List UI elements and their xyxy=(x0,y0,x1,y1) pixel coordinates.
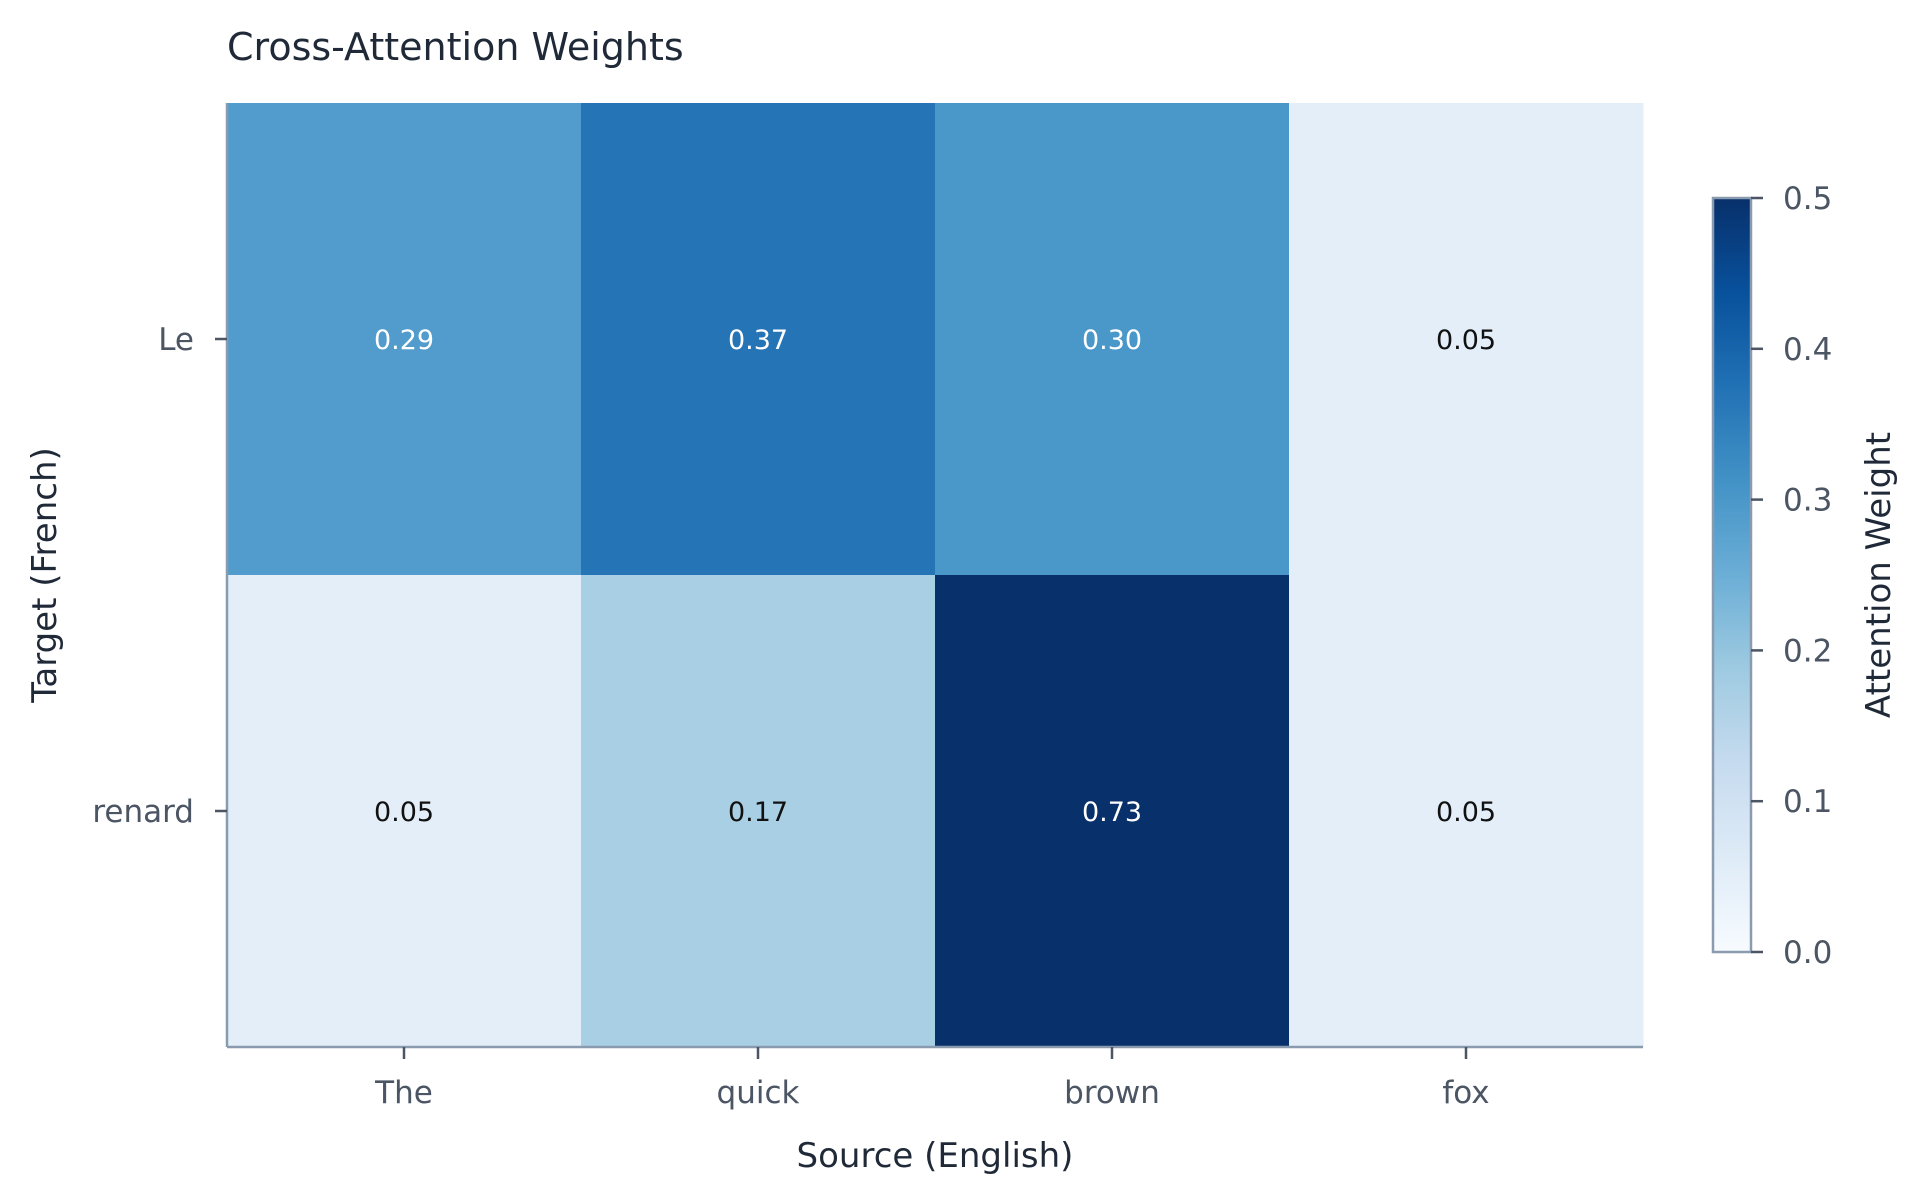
chart-title: Cross-Attention Weights xyxy=(227,25,684,69)
x-tick-label: quick xyxy=(717,1075,800,1111)
heatmap-cell-value: 0.29 xyxy=(374,325,434,356)
heatmap-cell-value: 0.37 xyxy=(728,325,788,356)
y-axis-label: Target (French) xyxy=(25,447,65,704)
y-tick-label: Le xyxy=(158,322,194,358)
colorbar-tick-label: 0.3 xyxy=(1783,483,1832,519)
heatmap-cell xyxy=(581,103,936,576)
colorbar-tick-label: 0.5 xyxy=(1783,181,1832,217)
heatmap-cell-value: 0.05 xyxy=(374,797,434,828)
plot-spines xyxy=(225,103,1643,1049)
colorbar-gradient xyxy=(1711,196,1753,954)
heatmap-cell xyxy=(581,575,936,1048)
heatmap-cell xyxy=(227,103,582,576)
heatmap-cell xyxy=(935,575,1290,1048)
colorbar-ticks: 0.0 0.1 0.2 0.3 0.4 0.5 xyxy=(1751,181,1832,971)
x-axis-ticks: The quick brown fox xyxy=(374,1047,1490,1111)
heatmap-cell xyxy=(935,103,1290,576)
colorbar-label: Attention Weight xyxy=(1859,432,1899,718)
heatmap-cell xyxy=(1289,103,1644,576)
x-tick-label: brown xyxy=(1064,1075,1160,1111)
y-tick-label: renard xyxy=(92,794,194,830)
colorbar: 0.0 0.1 0.2 0.3 0.4 0.5 Attention Weight xyxy=(1711,181,1899,971)
colorbar-tick-label: 0.2 xyxy=(1783,633,1832,669)
heatmap-cell-value: 0.17 xyxy=(728,797,788,828)
heatmap-cell-value: 0.73 xyxy=(1082,797,1142,828)
x-tick-label: The xyxy=(374,1075,433,1111)
y-axis-ticks: Le renard xyxy=(92,322,227,830)
heatmap-cell-value: 0.30 xyxy=(1082,325,1142,356)
colorbar-tick-label: 0.4 xyxy=(1783,332,1832,368)
x-axis-label: Source (English) xyxy=(797,1136,1074,1176)
colorbar-tick-label: 0.0 xyxy=(1783,935,1832,971)
colorbar-tick-label: 0.1 xyxy=(1783,784,1832,820)
heatmap-cell-value: 0.05 xyxy=(1436,797,1496,828)
heatmap-cell xyxy=(1289,575,1644,1048)
heatmap-cell-value: 0.05 xyxy=(1436,325,1496,356)
heatmap-cells xyxy=(227,103,1644,1048)
x-tick-label: fox xyxy=(1442,1075,1489,1111)
heatmap-cell-labels: 0.29 0.37 0.30 0.05 0.05 0.17 0.73 0.05 xyxy=(374,325,1496,828)
heatmap-cell xyxy=(227,575,582,1048)
